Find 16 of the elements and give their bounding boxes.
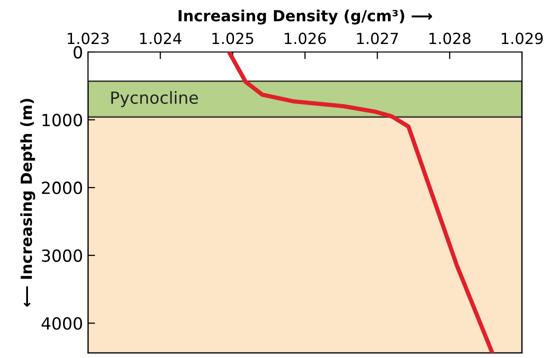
y-axis-title: ⟵ Increasing Depth (m) [20, 98, 36, 307]
x-tick-label: 1.028 [429, 32, 470, 44]
x-tick-label: 1.029 [502, 32, 543, 44]
x-tick-label: 1.026 [284, 32, 326, 44]
y-tick-label: 2000 [42, 182, 82, 194]
line-series [226, 52, 494, 353]
x-tick-label: 1.024 [140, 32, 182, 44]
y-tick-label: 1000 [42, 114, 82, 126]
x-tick-label: 1.025 [212, 32, 254, 44]
x-tick-label: 1.023 [68, 32, 109, 44]
x-axis-title: Increasing Density (g/cm³) ⟶ [178, 10, 432, 25]
x-tick-label: 1.027 [357, 32, 398, 44]
band-label: Pycnocline [111, 91, 198, 108]
y-tick-label: 3000 [42, 249, 82, 262]
y-tick-label: 0 [74, 46, 82, 59]
y-tick-label: 4000 [42, 317, 82, 330]
